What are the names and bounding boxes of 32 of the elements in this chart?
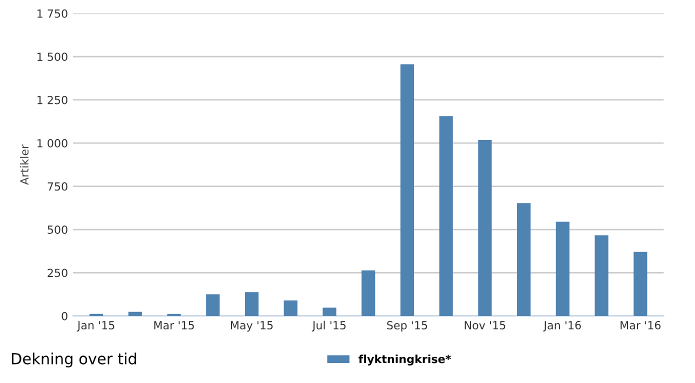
y-axis-title: Artikler bbox=[20, 144, 29, 185]
y-tick-label: 1 750 bbox=[38, 9, 68, 18]
x-tick-label: Jan '15 bbox=[76, 321, 114, 332]
y-tick-label: 1 000 bbox=[38, 139, 68, 148]
y-tick-label: 500 bbox=[48, 226, 68, 234]
x-tick-label: Jan '16 bbox=[543, 321, 581, 332]
bar bbox=[400, 64, 414, 316]
bar bbox=[128, 312, 142, 316]
x-tick-label: Sep '15 bbox=[387, 321, 428, 332]
bar bbox=[244, 292, 259, 316]
bar bbox=[322, 308, 336, 316]
bar bbox=[478, 140, 492, 316]
x-tick-label: Nov '15 bbox=[464, 321, 506, 330]
y-tick-label: 750 bbox=[48, 182, 68, 191]
bar bbox=[439, 116, 453, 316]
bar bbox=[634, 252, 648, 316]
bar bbox=[556, 222, 570, 316]
legend-label: flyktningkrise* bbox=[358, 354, 451, 366]
x-tick-label: Mar '16 bbox=[620, 321, 661, 330]
y-tick-label: 0 bbox=[62, 312, 68, 320]
text: Dekning over tid bbox=[12, 352, 136, 368]
x-tick-label: May '15 bbox=[230, 321, 273, 332]
bar bbox=[206, 294, 220, 316]
y-tick-label: 1 250 bbox=[38, 96, 68, 104]
bar bbox=[594, 235, 608, 316]
x-tick-label: Jul '15 bbox=[312, 320, 346, 332]
y-tick-label: 250 bbox=[48, 268, 68, 278]
x-tick-label: Mar '15 bbox=[154, 321, 194, 330]
y-tick-label: 1 500 bbox=[38, 52, 68, 62]
bar bbox=[517, 203, 531, 316]
bar bbox=[284, 300, 298, 316]
bar bbox=[362, 270, 376, 316]
